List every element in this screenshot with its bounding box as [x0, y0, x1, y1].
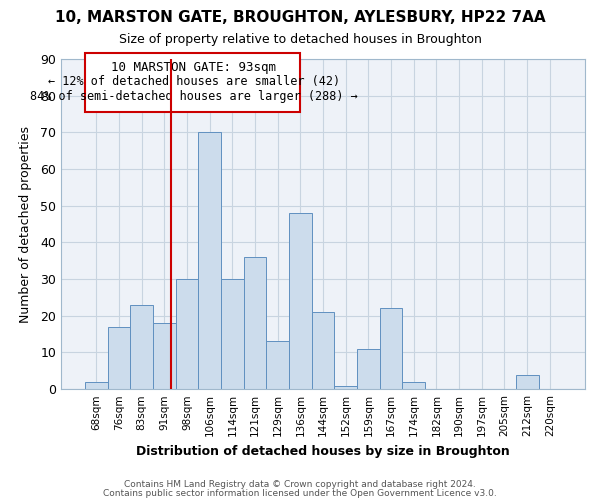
Bar: [516, 374, 539, 389]
Bar: [85, 382, 107, 389]
Bar: [357, 349, 380, 389]
Text: Size of property relative to detached houses in Broughton: Size of property relative to detached ho…: [119, 32, 481, 46]
Bar: [380, 308, 403, 389]
Bar: [107, 327, 130, 389]
Bar: [221, 279, 244, 389]
Bar: [176, 279, 199, 389]
Text: 84% of semi-detached houses are larger (288) →: 84% of semi-detached houses are larger (…: [30, 90, 358, 103]
Text: 10 MARSTON GATE: 93sqm: 10 MARSTON GATE: 93sqm: [111, 61, 276, 74]
Bar: [266, 342, 289, 389]
Bar: [244, 257, 266, 389]
Bar: [153, 323, 176, 389]
Text: Contains public sector information licensed under the Open Government Licence v3: Contains public sector information licen…: [103, 488, 497, 498]
Bar: [199, 132, 221, 389]
Y-axis label: Number of detached properties: Number of detached properties: [19, 126, 32, 322]
Bar: [334, 386, 357, 389]
Bar: [289, 213, 312, 389]
Bar: [312, 312, 334, 389]
Text: Contains HM Land Registry data © Crown copyright and database right 2024.: Contains HM Land Registry data © Crown c…: [124, 480, 476, 489]
Text: ← 12% of detached houses are smaller (42): ← 12% of detached houses are smaller (42…: [48, 76, 340, 88]
Bar: [130, 305, 153, 389]
FancyBboxPatch shape: [85, 54, 301, 112]
X-axis label: Distribution of detached houses by size in Broughton: Distribution of detached houses by size …: [136, 444, 510, 458]
Bar: [403, 382, 425, 389]
Text: 10, MARSTON GATE, BROUGHTON, AYLESBURY, HP22 7AA: 10, MARSTON GATE, BROUGHTON, AYLESBURY, …: [55, 10, 545, 25]
